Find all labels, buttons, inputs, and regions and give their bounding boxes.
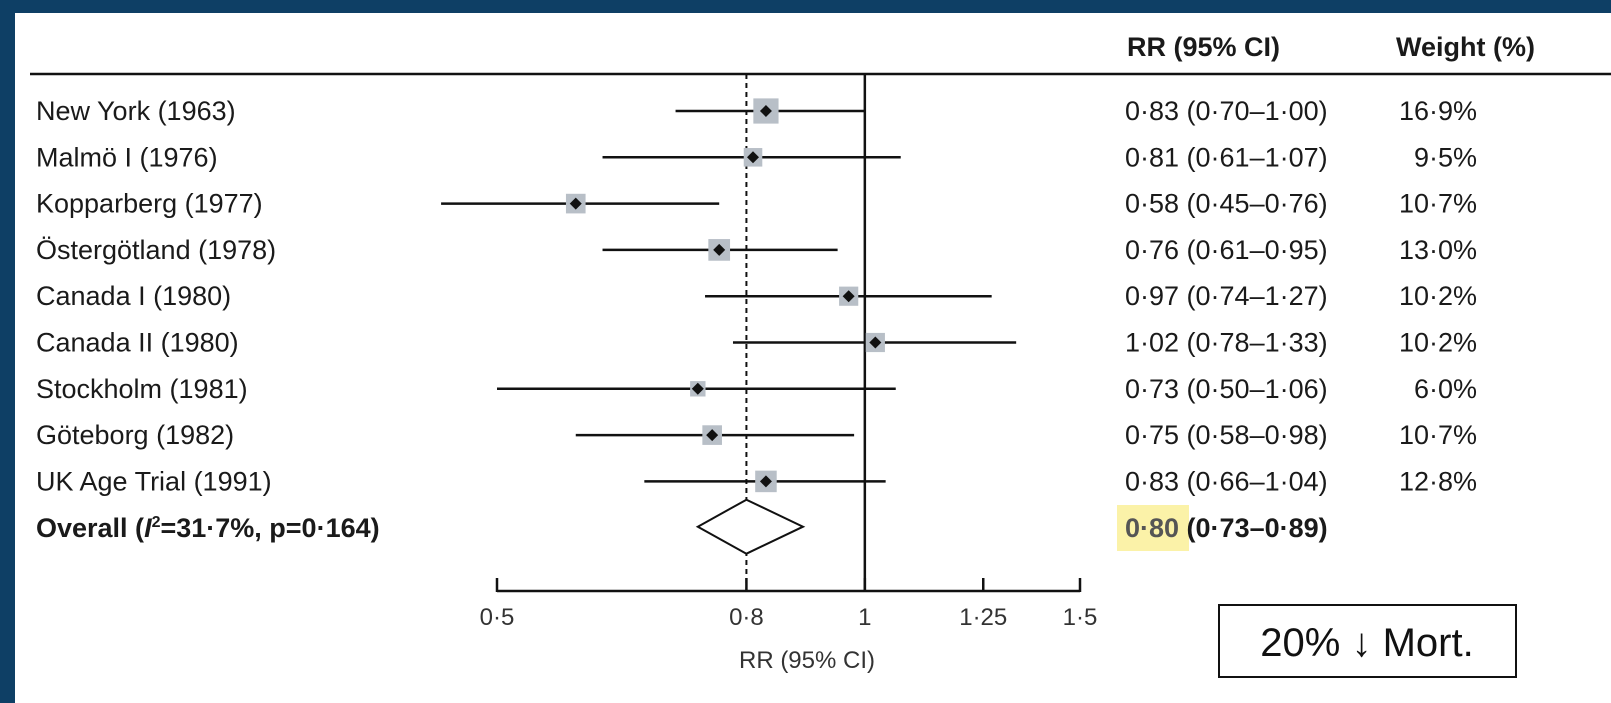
overall-rr-highlight — [1117, 505, 1189, 551]
x-tick-label: 1·5 — [1063, 604, 1098, 631]
overall-diamond — [695, 498, 806, 555]
x-axis-label: RR (95% CI) — [739, 647, 875, 674]
study-weight-text: 10·2% — [1399, 328, 1477, 358]
study-ci-text: 0·97 (0·74–1·27) — [1125, 281, 1328, 311]
point-estimate — [759, 105, 772, 117]
study-weight-text: 13·0% — [1399, 235, 1477, 265]
study-weight-text: 16·9% — [1399, 96, 1477, 126]
point-estimate — [569, 197, 582, 210]
point-estimate — [747, 151, 760, 164]
forest-plot-panel — [15, 13, 1611, 703]
study-ci-text: 0·83 (0·70–1·00) — [1125, 96, 1328, 126]
study-ci-text: 0·81 (0·61–1·07) — [1125, 142, 1328, 172]
study-label: Canada II (1980) — [36, 328, 239, 358]
x-tick-label: 0·5 — [480, 604, 515, 631]
point-estimate — [759, 475, 772, 488]
point-estimate — [869, 336, 882, 349]
point-estimate — [842, 290, 855, 303]
study-label: UK Age Trial (1991) — [36, 466, 272, 496]
study-weight-text: 6·0% — [1414, 374, 1477, 404]
study-weight-text: 10·7% — [1399, 189, 1477, 219]
rr-column-header: RR (95% CI) — [1127, 32, 1280, 62]
study-ci-text: 0·76 (0·61–0·95) — [1125, 235, 1328, 265]
x-tick-label: 1·25 — [959, 604, 1007, 631]
study-weight-text: 9·5% — [1414, 142, 1477, 172]
annotation-box — [1218, 604, 1517, 678]
overall-ci-text: 0·80 (0·73–0·89) — [1125, 513, 1328, 543]
study-ci-text: 0·75 (0·58–0·98) — [1125, 420, 1328, 450]
study-weight-text: 10·7% — [1399, 420, 1477, 450]
point-estimate — [713, 243, 726, 256]
weight-column-header: Weight (%) — [1396, 32, 1535, 62]
study-weight-text: 10·2% — [1399, 281, 1477, 311]
point-estimate — [691, 382, 704, 395]
study-label: Kopparberg (1977) — [36, 189, 263, 219]
x-tick-label: 0·8 — [729, 604, 764, 631]
study-label: Östergötland (1978) — [36, 235, 276, 265]
study-label: Stockholm (1981) — [36, 374, 248, 404]
x-tick-label: 1 — [858, 604, 871, 631]
study-ci-text: 1·02 (0·78–1·33) — [1125, 328, 1328, 358]
study-weight-text: 12·8% — [1399, 466, 1477, 496]
study-ci-text: 0·58 (0·45–0·76) — [1125, 189, 1328, 219]
point-estimate — [706, 429, 719, 442]
study-label: New York (1963) — [36, 96, 236, 126]
study-label: Malmö I (1976) — [36, 142, 218, 172]
study-label: Göteborg (1982) — [36, 420, 234, 450]
annotation-text: 20% ↓ Mort. — [1260, 621, 1473, 665]
study-ci-text: 0·83 (0·66–1·04) — [1125, 466, 1328, 496]
overall-label: Overall (I2=31·7%, p=0·164) — [36, 513, 380, 543]
study-ci-text: 0·73 (0·50–1·06) — [1125, 374, 1328, 404]
study-label: Canada I (1980) — [36, 281, 231, 311]
